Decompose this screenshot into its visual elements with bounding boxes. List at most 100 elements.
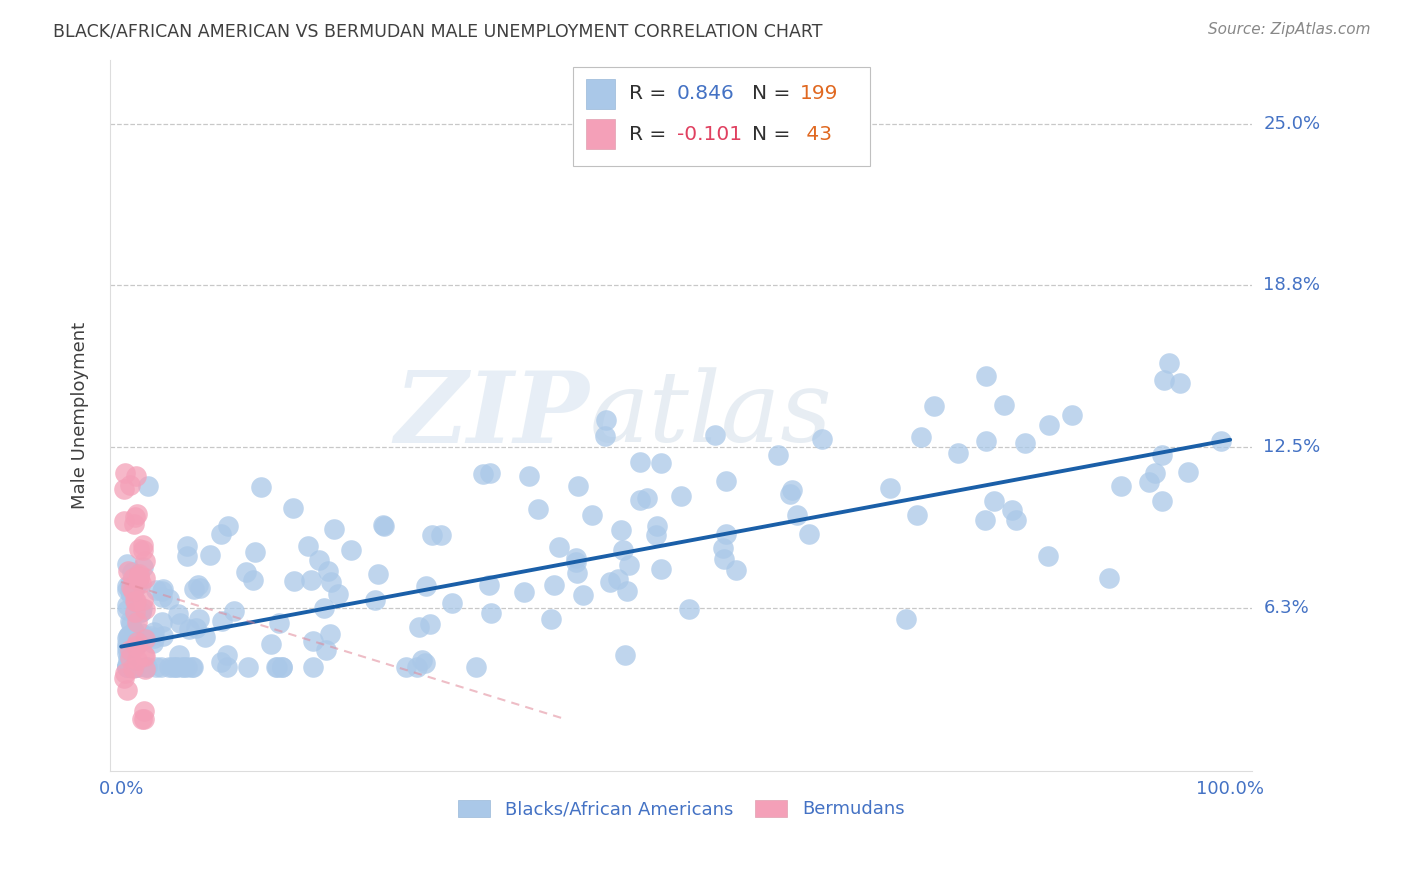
Point xyxy=(323,522,346,536)
Point xyxy=(308,553,330,567)
Point xyxy=(572,589,595,603)
Point xyxy=(215,648,238,662)
Point xyxy=(180,660,202,674)
Point xyxy=(1159,356,1181,370)
Point xyxy=(118,628,141,642)
Point xyxy=(565,555,588,569)
Text: Source: ZipAtlas.com: Source: ZipAtlas.com xyxy=(1208,22,1371,37)
Bar xyxy=(586,78,614,109)
Point xyxy=(612,542,634,557)
Point xyxy=(165,660,187,674)
Point xyxy=(519,469,541,483)
Point xyxy=(650,456,672,470)
Point xyxy=(179,622,201,636)
Point xyxy=(266,660,288,674)
Point xyxy=(145,583,167,598)
Point xyxy=(894,612,917,626)
Point xyxy=(127,615,149,629)
Text: ZIP: ZIP xyxy=(395,367,591,464)
Text: atlas: atlas xyxy=(591,368,832,463)
Point xyxy=(1097,571,1119,585)
Point xyxy=(283,574,305,589)
Point xyxy=(408,620,430,634)
Point xyxy=(131,712,153,726)
Point xyxy=(581,508,603,522)
Point xyxy=(120,643,142,657)
Point xyxy=(974,434,997,449)
Point xyxy=(406,660,429,674)
Point xyxy=(1109,478,1132,492)
Point xyxy=(373,517,395,532)
Text: R =: R = xyxy=(628,125,666,144)
Point xyxy=(281,501,304,516)
Point xyxy=(176,539,198,553)
Point xyxy=(115,637,138,651)
Text: 0.846: 0.846 xyxy=(676,84,734,103)
Point xyxy=(173,660,195,674)
Point xyxy=(1143,467,1166,481)
Point xyxy=(125,469,148,483)
Point xyxy=(1150,448,1173,462)
Point xyxy=(1060,409,1083,423)
Point xyxy=(616,584,638,599)
Point xyxy=(613,648,636,662)
Point xyxy=(114,467,136,481)
Point xyxy=(152,630,174,644)
Point xyxy=(162,660,184,674)
Point xyxy=(134,648,156,662)
Point xyxy=(564,551,586,566)
Point xyxy=(124,594,146,608)
Point xyxy=(184,621,207,635)
Point xyxy=(395,660,418,674)
Point xyxy=(149,660,172,674)
Point xyxy=(115,658,138,673)
Point xyxy=(115,557,138,571)
Text: R =: R = xyxy=(628,84,666,103)
Point xyxy=(141,629,163,643)
Point xyxy=(194,630,217,644)
Text: 25.0%: 25.0% xyxy=(1264,115,1320,133)
Text: 12.5%: 12.5% xyxy=(1264,439,1320,457)
Point xyxy=(316,564,339,578)
Point xyxy=(115,640,138,655)
Point xyxy=(115,660,138,674)
Point xyxy=(115,582,138,597)
Point xyxy=(165,660,187,674)
Text: 43: 43 xyxy=(800,125,832,144)
Point xyxy=(260,637,283,651)
Point xyxy=(547,540,569,554)
Point xyxy=(128,569,150,583)
Point xyxy=(567,479,589,493)
Point xyxy=(595,413,617,427)
Point xyxy=(129,626,152,640)
Point xyxy=(780,483,803,497)
Text: 18.8%: 18.8% xyxy=(1264,276,1320,293)
Point xyxy=(167,648,190,662)
FancyBboxPatch shape xyxy=(572,67,870,166)
Point xyxy=(117,564,139,578)
Point xyxy=(115,660,138,674)
Point xyxy=(152,582,174,596)
Point xyxy=(645,528,668,542)
Point xyxy=(143,625,166,640)
Point xyxy=(1004,512,1026,526)
Point xyxy=(599,574,621,589)
Point xyxy=(235,565,257,579)
Point xyxy=(224,604,246,618)
Point xyxy=(134,632,156,646)
Point xyxy=(1153,373,1175,387)
Point xyxy=(135,660,157,674)
Point xyxy=(249,480,271,494)
Point xyxy=(115,598,138,612)
Point xyxy=(628,455,651,469)
Point xyxy=(125,660,148,674)
Point xyxy=(124,581,146,595)
Point xyxy=(120,660,142,674)
Point xyxy=(319,627,342,641)
Point xyxy=(134,554,156,568)
Point xyxy=(122,661,145,675)
Point xyxy=(157,660,180,674)
Point xyxy=(714,474,737,488)
Point xyxy=(786,508,808,523)
Point xyxy=(479,607,502,621)
